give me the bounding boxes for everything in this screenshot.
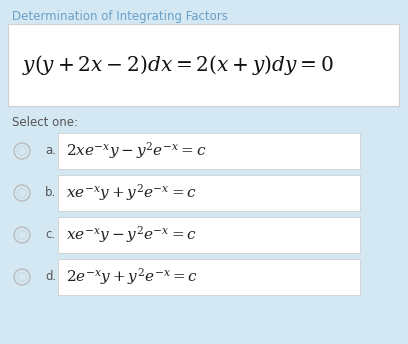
FancyBboxPatch shape xyxy=(58,133,360,169)
FancyBboxPatch shape xyxy=(58,175,360,211)
Circle shape xyxy=(14,143,30,159)
Text: $xe^{-x}y + y^2e^{-x} = c$: $xe^{-x}y + y^2e^{-x} = c$ xyxy=(66,183,197,203)
Circle shape xyxy=(18,147,27,155)
FancyBboxPatch shape xyxy=(58,259,360,295)
Text: Determination of Integrating Factors: Determination of Integrating Factors xyxy=(12,10,228,23)
Text: d.: d. xyxy=(45,270,56,283)
Text: c.: c. xyxy=(45,228,55,241)
Text: b.: b. xyxy=(45,186,56,200)
Text: $y(y + 2x - 2)dx = 2(x + y)dy = 0$: $y(y + 2x - 2)dx = 2(x + y)dy = 0$ xyxy=(22,53,334,77)
FancyBboxPatch shape xyxy=(8,24,399,106)
Text: $2e^{-x}y + y^2e^{-x} = c$: $2e^{-x}y + y^2e^{-x} = c$ xyxy=(66,267,198,288)
Text: $xe^{-x}y - y^2e^{-x} = c$: $xe^{-x}y - y^2e^{-x} = c$ xyxy=(66,225,197,246)
FancyBboxPatch shape xyxy=(58,217,360,253)
Text: Select one:: Select one: xyxy=(12,116,78,129)
Circle shape xyxy=(18,189,27,197)
Circle shape xyxy=(14,269,30,285)
Circle shape xyxy=(18,230,27,239)
Circle shape xyxy=(14,227,30,243)
Text: a.: a. xyxy=(45,144,56,158)
Circle shape xyxy=(18,272,27,281)
Circle shape xyxy=(14,185,30,201)
Text: $2xe^{-x}y - y^2e^{-x} = c$: $2xe^{-x}y - y^2e^{-x} = c$ xyxy=(66,141,207,161)
